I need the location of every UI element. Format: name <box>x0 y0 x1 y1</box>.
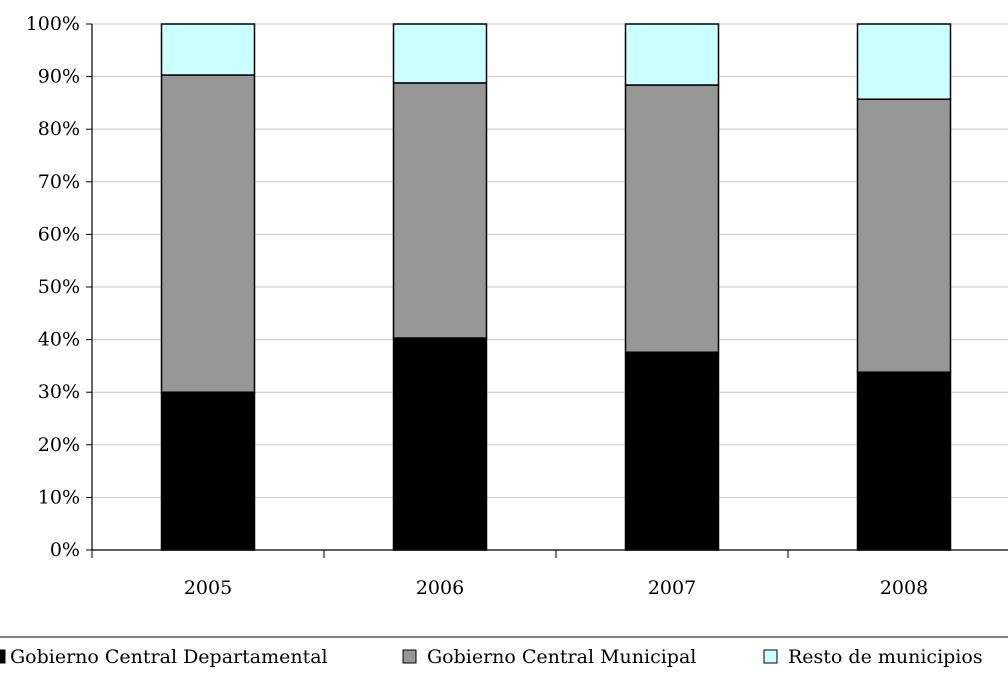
legend-label: Gobierno Central Municipal <box>427 646 696 668</box>
y-tick-label: 50% <box>38 276 80 298</box>
x-tick-label: 2007 <box>648 577 696 599</box>
x-tick-labels: 2005 2006 2007 2008 <box>184 577 928 599</box>
bar-segment <box>392 82 488 339</box>
legend-swatch <box>763 649 778 664</box>
legend: Gobierno Central Departamental Gobierno C… <box>0 636 1008 668</box>
bar-segment <box>856 98 952 373</box>
bar-segment <box>624 23 720 86</box>
y-tick-label: 20% <box>38 434 80 456</box>
legend-label: Resto de municipios <box>788 646 983 668</box>
y-tick-labels: 0% 10% 20% 30% 40% 50% 60% 70% 80% 90% 100% <box>26 13 80 561</box>
y-tick-label: 90% <box>38 66 80 88</box>
axes <box>86 23 1008 558</box>
bars <box>160 23 952 551</box>
bar-segment <box>624 351 720 551</box>
bar-segment <box>160 74 256 393</box>
y-tick-label: 0% <box>50 539 80 561</box>
y-tick-label: 100% <box>26 13 80 35</box>
x-tick-label: 2006 <box>416 577 464 599</box>
bar-segment <box>392 337 488 551</box>
x-tick-label: 2008 <box>880 577 928 599</box>
y-tick-label: 30% <box>38 381 80 403</box>
bar-segment <box>160 23 256 76</box>
legend-swatch <box>0 649 6 664</box>
y-tick-label: 10% <box>38 486 80 508</box>
bar-segment <box>624 84 720 353</box>
legend-swatch <box>402 649 417 664</box>
legend-label: Gobierno Central Departamental <box>10 646 328 668</box>
bar-segment <box>856 371 952 551</box>
bar-segment <box>392 23 488 84</box>
bar-segment <box>856 23 952 100</box>
x-tick-label: 2005 <box>184 577 232 599</box>
bar-segment <box>160 391 256 551</box>
y-tick-label: 80% <box>38 118 80 140</box>
y-tick-label: 60% <box>38 223 80 245</box>
y-tick-label: 70% <box>38 171 80 193</box>
y-tick-label: 40% <box>38 329 80 351</box>
